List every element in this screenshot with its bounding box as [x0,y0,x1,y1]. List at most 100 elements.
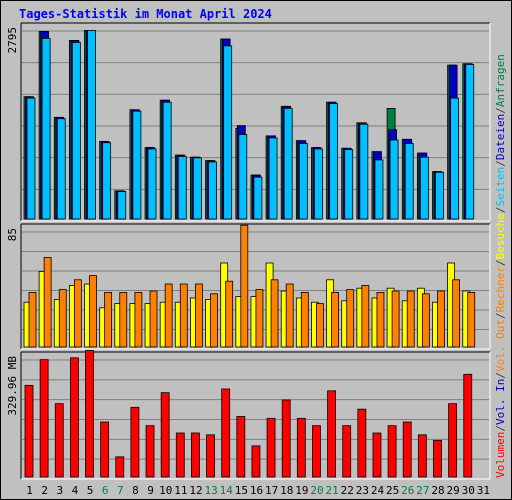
chart-title: Tages-Statistik im Monat April 2024 [19,7,272,21]
bar-seiten-26 [404,143,414,220]
x-tick-label-15: 15 [235,484,248,497]
y-max-label-1: 2795 [6,27,19,54]
x-tick-label-26: 26 [401,484,414,497]
bar-volumen-13 [206,434,215,478]
bar-rechner-8 [134,291,143,348]
bar-rechner-5 [89,275,97,348]
bar-rechner-2 [43,256,52,348]
x-tick-label-20: 20 [310,484,323,497]
bar-rechner-7 [119,291,128,348]
right-legend: Volumen/Vol. In/Vol. Out/Rechner/Besuche… [494,54,507,478]
bar-rechner-18 [285,283,294,348]
x-tick-label-8: 8 [132,484,139,497]
legend-entry: Vol. Out [494,319,507,372]
x-tick-label-10: 10 [159,484,172,497]
bar-volumen-28 [433,439,442,478]
bar-volumen-29 [448,403,458,478]
x-tick-label-17: 17 [265,484,278,497]
legend-entry: / [494,160,507,167]
bar-rechner-19 [300,291,309,348]
bar-seiten-6 [102,142,112,220]
bar-rechner-16 [255,289,264,348]
bar-seiten-13 [208,161,217,220]
bar-rechner-10 [164,283,173,348]
bar-seiten-14 [223,45,233,220]
legend-entry: / [494,372,507,379]
bar-volumen-14 [221,388,231,478]
x-tick-label-23: 23 [356,484,369,497]
legend-entry: / [494,259,507,266]
bar-seiten-7 [117,191,127,220]
bar-rechner-23 [361,284,370,348]
bar-volumen-17 [266,417,276,478]
x-tick-label-2: 2 [41,484,48,497]
x-tick-label-28: 28 [431,484,444,497]
bar-seiten-9 [147,148,157,220]
bar-seiten-29 [450,97,460,220]
bar-volumen-19 [296,417,306,478]
x-tick-label-6: 6 [102,484,109,497]
x-tick-label-21: 21 [326,484,339,497]
bar-seiten-23 [359,123,369,220]
bar-rechner-28 [437,290,445,348]
bar-seiten-19 [298,143,308,220]
bar-rechner-29 [452,279,461,348]
bar-volumen-4 [69,357,79,478]
bar-seiten-18 [283,108,293,220]
bar-volumen-16 [251,445,261,478]
x-tick-label-29: 29 [447,484,460,497]
bar-seiten-4 [71,42,81,220]
x-tick-label-1: 1 [26,484,33,497]
x-tick-label-14: 14 [220,484,234,497]
x-tick-label-16: 16 [250,484,263,497]
bar-rechner-13 [210,293,218,348]
bar-seiten-22 [344,149,354,220]
bar-rechner-3 [58,289,67,348]
bar-rechner-15 [240,224,249,348]
bar-seiten-12 [193,157,202,220]
bar-volumen-2 [39,359,49,478]
bar-seiten-10 [162,101,172,220]
bar-rechner-21 [331,291,339,348]
bar-volumen-20 [312,425,321,478]
x-tick-label-18: 18 [280,484,293,497]
bar-volumen-12 [191,432,200,478]
bar-volumen-25 [387,425,397,478]
bar-volumen-10 [160,392,170,478]
bar-rechner-4 [73,279,82,348]
bar-rechner-24 [376,291,385,348]
bar-volumen-27 [417,434,427,478]
bar-rechner-1 [28,291,37,348]
legend-entry: Volumen [494,432,507,478]
bar-rechner-17 [270,279,279,348]
bar-rechner-27 [421,293,430,348]
legend-entry: Vol. In [494,379,507,425]
bar-seiten-28 [435,171,444,220]
x-tick-label-19: 19 [295,484,308,497]
bar-volumen-9 [145,425,155,478]
bar-volumen-7 [115,456,125,478]
legend-entry: Seiten [494,167,507,207]
bar-rechner-30 [467,291,476,348]
bar-rechner-12 [195,283,203,348]
x-tick-label-5: 5 [87,484,94,497]
bar-rechner-26 [406,290,415,348]
legend-entry: Rechner [494,266,507,313]
bar-volumen-15 [236,416,246,478]
y-max-label-3: 329.96 MB [6,356,19,416]
bar-volumen-5 [85,350,94,478]
bar-volumen-30 [463,373,473,478]
bar-seiten-30 [465,64,475,220]
x-tick-label-27: 27 [416,484,429,497]
x-tick-label-12: 12 [189,484,202,497]
bar-volumen-26 [402,421,412,478]
bar-seiten-2 [41,37,51,220]
bar-rechner-6 [104,291,113,348]
legend-entry: / [494,425,507,432]
bar-rechner-25 [391,290,400,348]
bar-volumen-23 [357,408,367,478]
bar-volumen-3 [54,403,64,478]
x-tick-label-3: 3 [57,484,64,497]
x-tick-label-9: 9 [147,484,154,497]
